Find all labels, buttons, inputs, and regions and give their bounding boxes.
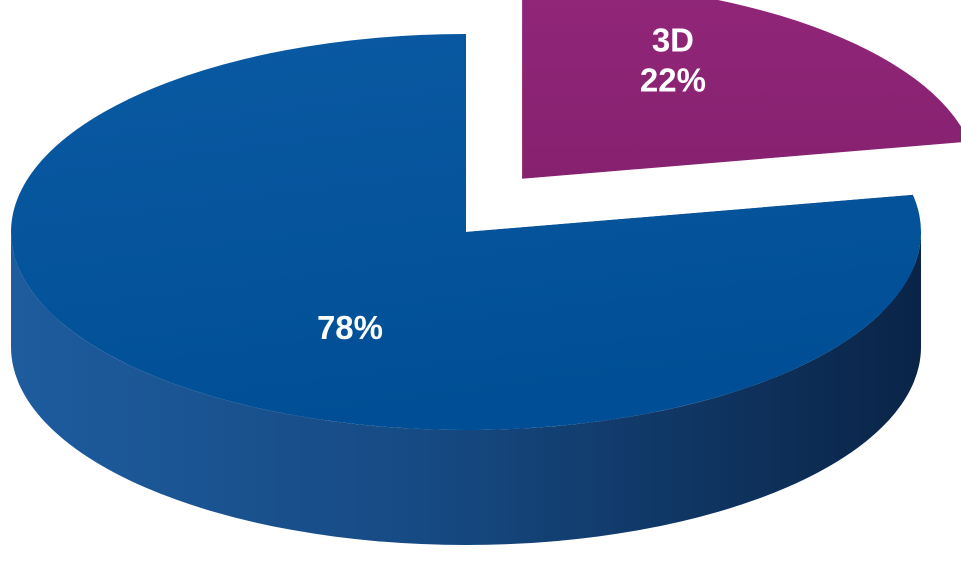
pie-slice-main-side-wall [11,232,921,545]
data-label-3d-value: 22% [640,62,706,99]
data-label-3d-category: 3D [652,22,694,59]
pie-slice-main-top-face [11,34,921,430]
data-label-3d: 3D 22% [640,22,706,99]
pie-slice-3d-top-face [522,0,961,179]
data-label-main: 78% [317,309,383,346]
pie-slice-3d [522,0,961,179]
pie-slice-main [11,34,921,545]
